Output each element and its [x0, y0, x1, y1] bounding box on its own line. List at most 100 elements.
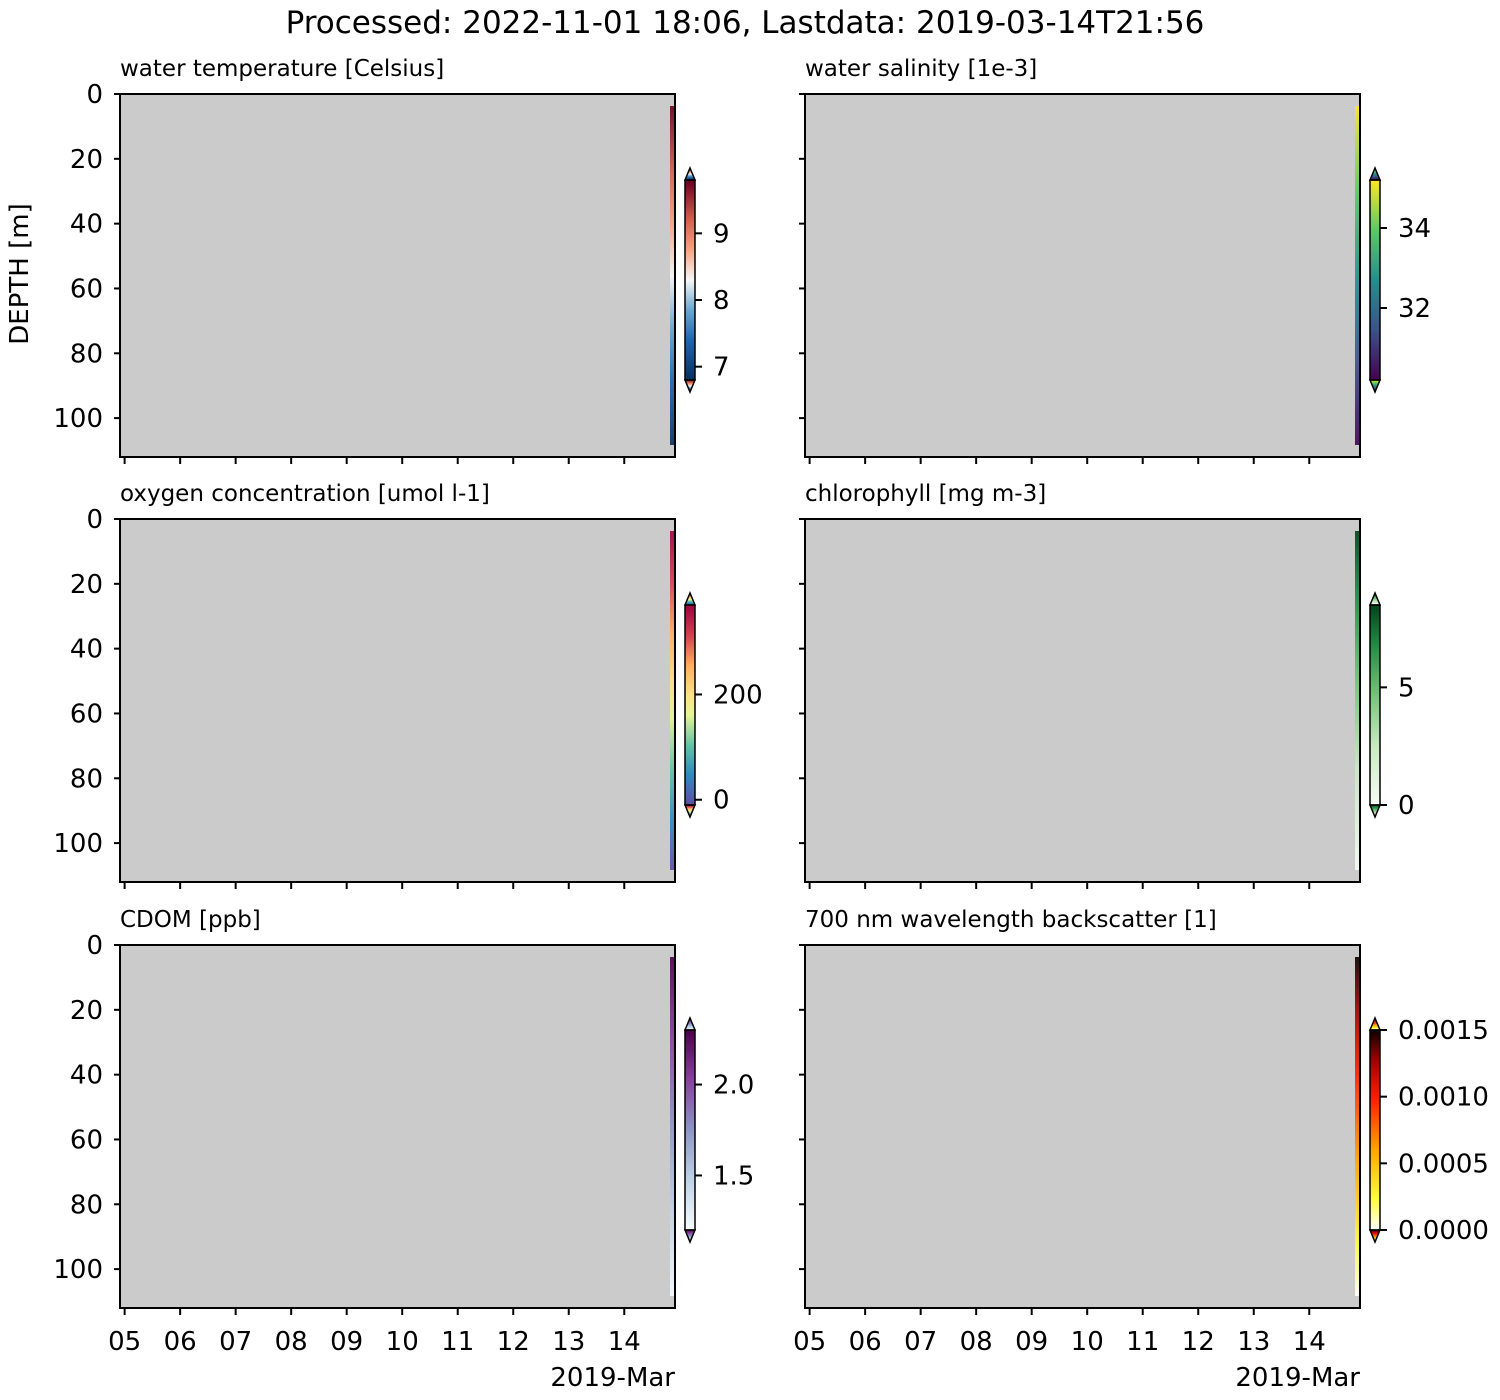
x-tick-label: 09	[330, 1327, 363, 1357]
subplot-1: water temperature [Celsius] 0 20 40 60 80 100 D…	[5, 56, 730, 464]
plot-area	[805, 519, 1360, 882]
subplot-title: oxygen concentration [umol l-1]	[120, 481, 490, 507]
colorbar-frame	[1369, 1029, 1381, 1231]
colorbar-frame	[684, 604, 696, 806]
x-tick-label: 12	[497, 1327, 530, 1357]
data-strip	[1355, 106, 1359, 445]
colorbar-frame	[684, 179, 696, 381]
colorbar-extend-min	[1368, 804, 1382, 819]
x-tick-label: 08	[275, 1327, 308, 1357]
plot-area	[120, 945, 675, 1308]
y-tick-label: 0	[86, 80, 103, 110]
axes-frame	[119, 944, 676, 1309]
colorbar-gradient	[1370, 1030, 1380, 1230]
data-strip	[670, 957, 674, 1296]
subplot-title: water temperature [Celsius]	[120, 56, 444, 82]
x-date-label: 2019-Mar	[550, 1363, 675, 1393]
colorbar: 0.0000 0.0005 0.0010 0.0015	[1368, 1016, 1489, 1246]
y-tick-label: 0	[86, 931, 103, 961]
colorbar-tick-label: 9	[713, 219, 730, 249]
x-date-label: 2019-Mar	[1235, 1363, 1360, 1393]
x-tick-label: 05	[793, 1327, 826, 1357]
y-tick-label: 60	[70, 274, 103, 304]
colorbar-tick-label: 8	[713, 286, 730, 316]
y-tick-label: 0	[86, 505, 103, 535]
x-tick-label: 07	[219, 1327, 252, 1357]
subplot-2: water salinity [1e-3] 32 34	[799, 56, 1431, 464]
colorbar-tick-label: 32	[1398, 294, 1431, 324]
colorbar-tick-label: 34	[1398, 214, 1431, 244]
colorbar-gradient	[685, 605, 695, 805]
x-tick-label: 08	[960, 1327, 993, 1357]
colorbar: 1.5 2.0	[683, 1016, 754, 1244]
y-tick-label: 100	[53, 404, 103, 434]
colorbar-extend-min	[683, 1229, 697, 1244]
colorbar-tick-label: 200	[713, 680, 763, 710]
axes-frame	[119, 93, 676, 458]
colorbar-extend-min	[1368, 1229, 1382, 1244]
colorbar-extend-max	[683, 1016, 697, 1031]
x-tick-label: 09	[1015, 1327, 1048, 1357]
subplot-4: chlorophyll [mg m-3] 05	[799, 481, 1415, 889]
colorbar-tick-label: 0.0010	[1398, 1083, 1489, 1113]
colorbar-frame	[1369, 179, 1381, 381]
x-tick-label: 13	[1237, 1327, 1270, 1357]
plot-area	[805, 94, 1360, 457]
colorbar-tick-label: 7	[713, 353, 730, 383]
x-tick-label: 07	[904, 1327, 937, 1357]
x-tick-label: 14	[1293, 1327, 1326, 1357]
y-tick-label: 40	[70, 635, 103, 665]
colorbar-extend-max	[1368, 166, 1382, 181]
data-strip	[670, 531, 674, 870]
x-tick-label: 10	[386, 1327, 419, 1357]
subplot-6: 700 nm wavelength backscatter [1] 05 06 07 0…	[793, 907, 1489, 1393]
colorbar-tick-label: 1.5	[713, 1161, 754, 1191]
y-axis-label: DEPTH [m]	[5, 203, 35, 344]
colorbar-gradient	[685, 180, 695, 380]
colorbar-extend-min	[683, 379, 697, 394]
colorbar-gradient	[685, 1030, 695, 1230]
axes-frame	[804, 518, 1361, 883]
y-tick-label: 60	[70, 1125, 103, 1155]
y-tick-label: 20	[70, 570, 103, 600]
y-tick-label: 100	[53, 1255, 103, 1285]
x-tick-label: 14	[608, 1327, 641, 1357]
colorbar-tick-label: 0	[713, 786, 730, 816]
data-strip	[1355, 531, 1359, 870]
y-tick-label: 80	[70, 764, 103, 794]
subplot-title: 700 nm wavelength backscatter [1]	[805, 907, 1217, 933]
colorbar: 7 8 9	[683, 166, 730, 394]
data-strip	[1355, 957, 1359, 1296]
colorbar-frame	[684, 1029, 696, 1231]
y-tick-label: 40	[70, 1061, 103, 1091]
y-tick-label: 80	[70, 339, 103, 369]
subplot-title: chlorophyll [mg m-3]	[805, 481, 1046, 507]
x-tick-label: 05	[108, 1327, 141, 1357]
colorbar-frame	[1369, 604, 1381, 806]
colorbar-tick-label: 5	[1398, 673, 1415, 703]
y-tick-label: 100	[53, 829, 103, 859]
x-tick-label: 11	[1126, 1327, 1159, 1357]
subplot-title: water salinity [1e-3]	[805, 56, 1037, 82]
axes-frame	[804, 93, 1361, 458]
colorbar-extend-min	[1368, 379, 1382, 394]
colorbar-extend-min	[683, 804, 697, 819]
colorbar-tick-label: 0.0000	[1398, 1216, 1489, 1246]
plot-area	[805, 945, 1360, 1308]
y-tick-label: 40	[70, 210, 103, 240]
subplot-5: CDOM [ppb] 0 20 40 60 80 100 05 06 07 08 09 10 11 12 13…	[53, 907, 754, 1393]
colorbar-tick-label: 2.0	[713, 1071, 754, 1101]
y-tick-label: 20	[70, 996, 103, 1026]
colorbar: 0 200	[683, 591, 763, 819]
x-tick-label: 06	[849, 1327, 882, 1357]
colorbar-extend-max	[1368, 591, 1382, 606]
subplot-3: oxygen concentration [umol l-1] 0 20 40 60 80…	[53, 481, 763, 889]
colorbar-extend-max	[683, 591, 697, 606]
colorbar: 05	[1368, 591, 1415, 821]
axes-frame	[804, 944, 1361, 1309]
x-tick-label: 13	[552, 1327, 585, 1357]
colorbar-gradient	[1370, 605, 1380, 805]
plot-area	[120, 519, 675, 882]
plot-area	[120, 94, 675, 457]
